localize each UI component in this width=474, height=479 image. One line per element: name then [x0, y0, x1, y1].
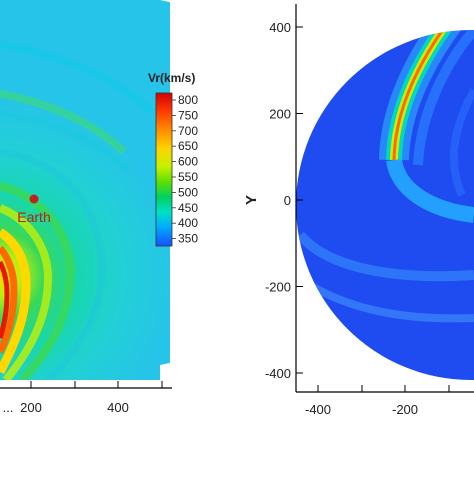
- colorbar-title: Vr(km/s): [148, 71, 195, 85]
- right-y-ticks: 400 200 0 -200 -400: [265, 20, 303, 381]
- left-x-axis: ... 200 400: [0, 381, 172, 415]
- right-y-tick-label: 200: [269, 107, 291, 122]
- colorbar-tick-label: 700: [178, 124, 198, 138]
- right-panel: 400 200 0 -200 -400 Y -400 -200: [243, 4, 474, 417]
- right-y-tick-label: -200: [265, 280, 291, 295]
- right-y-axis-label: Y: [243, 195, 260, 205]
- colorbar-tick-label: 600: [178, 155, 198, 169]
- colorbar-tick-label: 750: [178, 108, 198, 122]
- left-panel: Earth ... 200 400: [0, 0, 172, 415]
- left-x-tick-label: 200: [20, 400, 42, 415]
- right-y-tick-label: 0: [284, 193, 291, 208]
- right-velocity-field: [296, 30, 474, 380]
- colorbar-tick-label: 500: [178, 185, 198, 199]
- colorbar-tick-label: 800: [178, 93, 198, 107]
- earth-label: Earth: [17, 209, 50, 225]
- left-x-tick-label: 400: [107, 400, 129, 415]
- right-x-tick-label: -400: [305, 402, 331, 417]
- right-y-tick-label: -400: [265, 366, 291, 381]
- right-y-tick-label: 400: [269, 20, 291, 35]
- right-y-axis: 400 200 0 -200 -400 Y: [243, 4, 303, 392]
- colorbar-tick-label: 350: [178, 232, 198, 246]
- earth-marker: [29, 194, 39, 204]
- colorbar-tick-label: 550: [178, 170, 198, 184]
- colorbar-tick-label: 450: [178, 201, 198, 215]
- left-velocity-field: [0, 0, 170, 381]
- svg-text:...: ...: [3, 400, 14, 415]
- colorbar-tick-label: 400: [178, 216, 198, 230]
- colorbar-tick-label: 650: [178, 139, 198, 153]
- right-x-axis: -400 -200: [296, 385, 474, 417]
- right-x-tick-label: -200: [392, 402, 418, 417]
- colorbar-strip: [155, 92, 173, 247]
